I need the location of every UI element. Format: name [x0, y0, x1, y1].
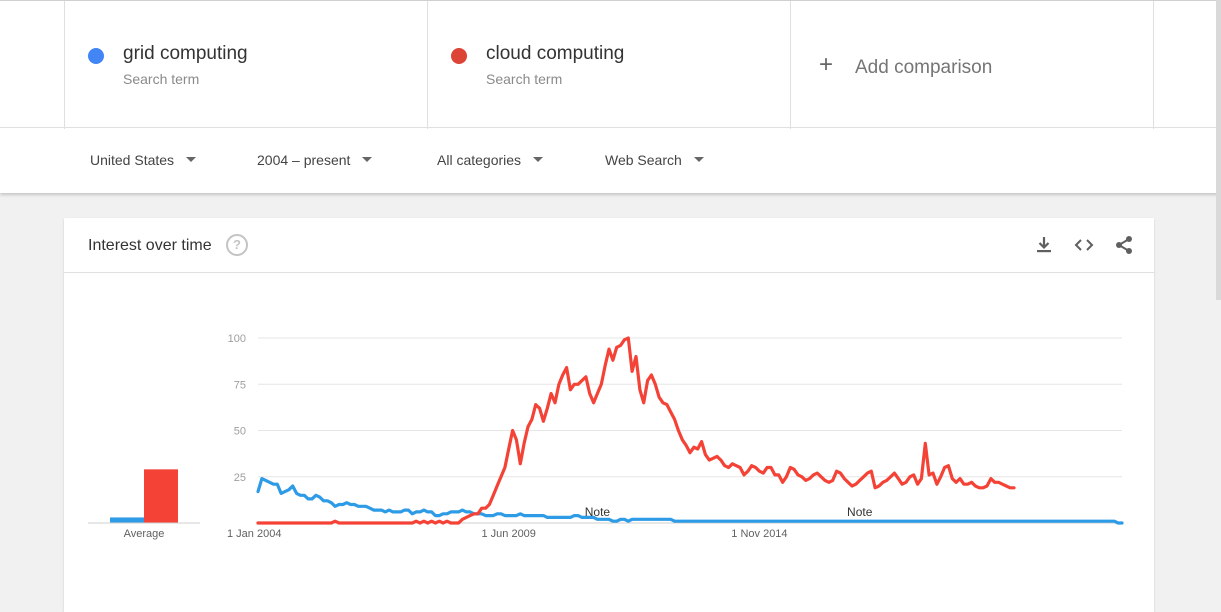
scrollbar[interactable]: [1216, 0, 1221, 300]
average-bar-grid-computing: [110, 517, 144, 523]
term-name[interactable]: grid computing: [123, 43, 248, 64]
dropdown-arrow-icon: [533, 156, 544, 162]
dropdown-arrow-icon: [362, 156, 373, 162]
explore-header: grid computing Search term cloud computi…: [0, 0, 1221, 193]
share-icon[interactable]: [1113, 234, 1135, 256]
y-tick-label: 100: [228, 333, 246, 345]
divider: [1153, 1, 1154, 129]
add-comparison-label: Add comparison: [855, 57, 993, 78]
term-card-cloud-computing[interactable]: cloud computing Search term: [427, 1, 790, 129]
interest-over-time-card: Interest over time ? 25 50 75 100 1 Jan 2004…: [64, 218, 1154, 612]
dropdown-arrow-icon: [186, 156, 197, 162]
interest-over-time-chart: 25 50 75 100 1 Jan 2004 1 Jun 2009 1 Nov 2014 N…: [88, 333, 1124, 540]
series-line-grid-computing: [256, 477, 1124, 525]
region-filter-dropdown[interactable]: United States: [90, 152, 197, 168]
search-type-dropdown[interactable]: Web Search: [605, 152, 704, 168]
plus-icon: +: [819, 51, 834, 78]
x-tick-label: 1 Jan 2004: [227, 528, 281, 540]
time-range-label: 2004 – present: [257, 152, 351, 168]
y-tick-label: 50: [234, 426, 246, 438]
term-name[interactable]: cloud computing: [486, 43, 625, 64]
y-tick-label: 75: [234, 379, 246, 391]
average-label: Average: [124, 528, 165, 540]
search-type-label: Web Search: [605, 152, 682, 168]
average-bar-cloud-computing: [144, 469, 178, 523]
card-title: Interest over time: [88, 237, 212, 254]
add-comparison-button[interactable]: + Add comparison: [790, 1, 1153, 129]
category-dropdown[interactable]: All categories: [437, 152, 544, 168]
series-line-cloud-computing: [256, 336, 1016, 525]
y-tick-label: 25: [234, 472, 246, 484]
term-card-grid-computing[interactable]: grid computing Search term: [64, 1, 427, 129]
region-filter-label: United States: [90, 152, 175, 168]
x-tick-label: 1 Nov 2014: [731, 528, 787, 540]
term-type-label: Search term: [486, 71, 563, 87]
series-color-dot: [88, 48, 104, 64]
embed-code-icon[interactable]: [1073, 234, 1095, 256]
help-icon[interactable]: ?: [226, 234, 248, 256]
x-tick-label: 1 Jun 2009: [481, 528, 535, 540]
series-color-dot: [451, 48, 467, 64]
dropdown-arrow-icon: [693, 156, 704, 162]
time-range-dropdown[interactable]: 2004 – present: [257, 152, 373, 168]
term-type-label: Search term: [123, 71, 200, 87]
category-label: All categories: [437, 152, 522, 168]
card-header: Interest over time ?: [64, 218, 1154, 273]
download-icon[interactable]: [1033, 234, 1055, 256]
search-terms-row: grid computing Search term cloud computi…: [0, 0, 1221, 129]
note-marker[interactable]: Note: [847, 505, 873, 519]
note-marker[interactable]: Note: [585, 505, 611, 519]
